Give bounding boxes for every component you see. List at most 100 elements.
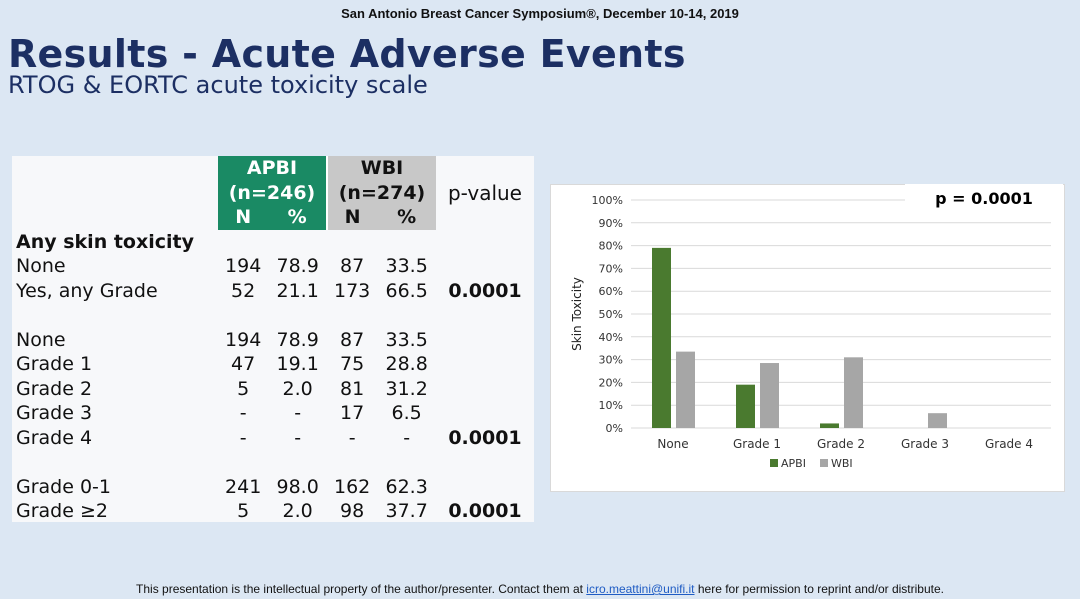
wbi-n: 75 bbox=[340, 353, 365, 375]
row-label: Grade 4 bbox=[16, 426, 93, 449]
y-tick-label: 0% bbox=[606, 422, 623, 435]
slide-subtitle: RTOG & EORTC acute toxicity scale bbox=[8, 71, 428, 99]
apbi-n: 5 bbox=[237, 500, 250, 522]
apbi-pct: 78.9 bbox=[276, 328, 319, 351]
pvalue-cell: 0.0001 bbox=[448, 279, 522, 302]
bar-wbi bbox=[676, 351, 695, 428]
apbi-pct-col: % bbox=[268, 205, 328, 230]
bar-apbi bbox=[652, 247, 671, 428]
apbi-n-col: N bbox=[218, 205, 269, 230]
bar-apbi bbox=[820, 423, 839, 428]
bar-wbi bbox=[844, 357, 863, 428]
wbi-n: 17 bbox=[340, 402, 365, 424]
table-row: Grade 1 47 19.1 75 28.8 bbox=[12, 352, 534, 377]
table-spacer bbox=[12, 450, 534, 475]
apbi-n: - bbox=[239, 402, 247, 424]
contact-email-link[interactable]: icro.meattini@unifi.it bbox=[586, 582, 695, 596]
legend-label-apbi: APBI bbox=[781, 457, 806, 470]
legend-swatch-apbi bbox=[770, 459, 778, 467]
y-tick-label: 70% bbox=[599, 262, 623, 275]
section-title: Any skin toxicity bbox=[16, 230, 194, 253]
wbi-n: - bbox=[348, 426, 356, 449]
row-label: Grade 3 bbox=[16, 402, 93, 424]
footer-text-after: here for permission to reprint and/or di… bbox=[694, 582, 944, 596]
y-tick-label: 20% bbox=[599, 376, 623, 389]
table-row: Grade 2 5 2.0 81 31.2 bbox=[12, 377, 534, 402]
apbi-n: - bbox=[239, 426, 247, 449]
chart-panel: 0% 10% 20% 30% 40% 50% 60% 70% 80% 90% 100% Skin To… bbox=[550, 184, 1065, 492]
table-spacer bbox=[12, 303, 534, 328]
bar-apbi bbox=[736, 384, 755, 428]
y-tick-label: 100% bbox=[592, 194, 623, 207]
pvalue-cell bbox=[436, 328, 534, 353]
y-tick-label: 60% bbox=[599, 285, 623, 298]
row-label: Grade 1 bbox=[16, 353, 93, 375]
legend-label-wbi: WBI bbox=[831, 457, 853, 470]
bar-wbi bbox=[928, 413, 947, 428]
y-axis-label: Skin Toxicity bbox=[570, 277, 584, 351]
results-table: APBI WBI p-value (n=246) (n=274) N % N %… bbox=[12, 156, 534, 522]
pvalue-header: p-value bbox=[447, 180, 522, 205]
apbi-pct: 19.1 bbox=[276, 353, 319, 375]
wbi-pct: 6.5 bbox=[391, 402, 422, 424]
y-tick-label: 30% bbox=[599, 354, 623, 367]
conference-header: San Antonio Breast Cancer Symposium®, De… bbox=[341, 6, 739, 21]
apbi-n: 5 bbox=[237, 377, 250, 400]
wbi-n: 87 bbox=[340, 328, 365, 351]
wbi-pct: 33.5 bbox=[385, 255, 428, 277]
pvalue-cell bbox=[436, 401, 534, 426]
apbi-header: APBI bbox=[218, 156, 328, 181]
wbi-pct: 62.3 bbox=[385, 475, 428, 498]
row-label: Yes, any Grade bbox=[16, 279, 158, 302]
table-row: None 194 78.9 87 33.5 bbox=[12, 328, 534, 353]
table-row: Yes, any Grade 52 21.1 173 66.5 0.0001 bbox=[12, 279, 534, 304]
row-label: Grade ≥2 bbox=[16, 500, 108, 522]
apbi-n: 47 bbox=[231, 353, 256, 375]
footer-text-before: This presentation is the intellectual pr… bbox=[136, 582, 587, 596]
wbi-n: 87 bbox=[340, 255, 365, 277]
wbi-pct: 33.5 bbox=[385, 328, 428, 351]
wbi-pct: 66.5 bbox=[385, 279, 428, 302]
apbi-pct: 98.0 bbox=[276, 475, 319, 498]
pvalue-cell bbox=[436, 377, 534, 402]
wbi-pct: - bbox=[403, 426, 411, 449]
table-row: None 194 78.9 87 33.5 bbox=[12, 254, 534, 279]
wbi-n-header: (n=274) bbox=[326, 180, 436, 205]
x-tick-label: Grade 4 bbox=[985, 437, 1033, 451]
pvalue-cell: 0.0001 bbox=[448, 426, 522, 449]
y-tick-label: 40% bbox=[599, 331, 623, 344]
x-tick-label: Grade 2 bbox=[817, 437, 865, 451]
x-tick-label: Grade 3 bbox=[901, 437, 949, 451]
apbi-n: 194 bbox=[225, 255, 262, 277]
wbi-n: 162 bbox=[334, 475, 371, 498]
y-tick-label: 90% bbox=[599, 217, 623, 230]
table-row: Grade 3 - - 17 6.5 bbox=[12, 401, 534, 426]
wbi-pct: 31.2 bbox=[385, 377, 428, 400]
wbi-pct-col: % bbox=[377, 205, 436, 230]
row-label: None bbox=[16, 255, 66, 277]
wbi-n-col: N bbox=[326, 205, 378, 230]
apbi-pct: 78.9 bbox=[276, 255, 319, 277]
wbi-pct: 37.7 bbox=[385, 500, 428, 522]
apbi-pct: 21.1 bbox=[276, 279, 319, 302]
apbi-n: 194 bbox=[225, 328, 262, 351]
wbi-n: 81 bbox=[340, 377, 365, 400]
footer: This presentation is the intellectual pr… bbox=[0, 582, 1080, 596]
pvalue-cell bbox=[436, 475, 534, 500]
row-label: Grade 2 bbox=[16, 377, 93, 400]
slide-title: Results - Acute Adverse Events bbox=[8, 32, 686, 76]
table-row: Grade 0-1 241 98.0 162 62.3 bbox=[12, 475, 534, 500]
x-tick-label: None bbox=[657, 437, 688, 451]
apbi-pct: - bbox=[294, 402, 302, 424]
wbi-n: 98 bbox=[340, 500, 365, 522]
wbi-pct: 28.8 bbox=[385, 353, 428, 375]
apbi-n-header: (n=246) bbox=[218, 180, 328, 205]
bar-wbi bbox=[760, 363, 779, 428]
row-label: Grade 0-1 bbox=[16, 475, 111, 498]
row-label: None bbox=[16, 328, 66, 351]
bar-chart: 0% 10% 20% 30% 40% 50% 60% 70% 80% 90% 100% Skin To… bbox=[570, 194, 1051, 470]
apbi-pct: 2.0 bbox=[282, 377, 313, 400]
wbi-n: 173 bbox=[334, 279, 371, 302]
table-row: Grade ≥2 5 2.0 98 37.7 0.0001 bbox=[12, 499, 534, 524]
apbi-n: 52 bbox=[231, 279, 256, 302]
